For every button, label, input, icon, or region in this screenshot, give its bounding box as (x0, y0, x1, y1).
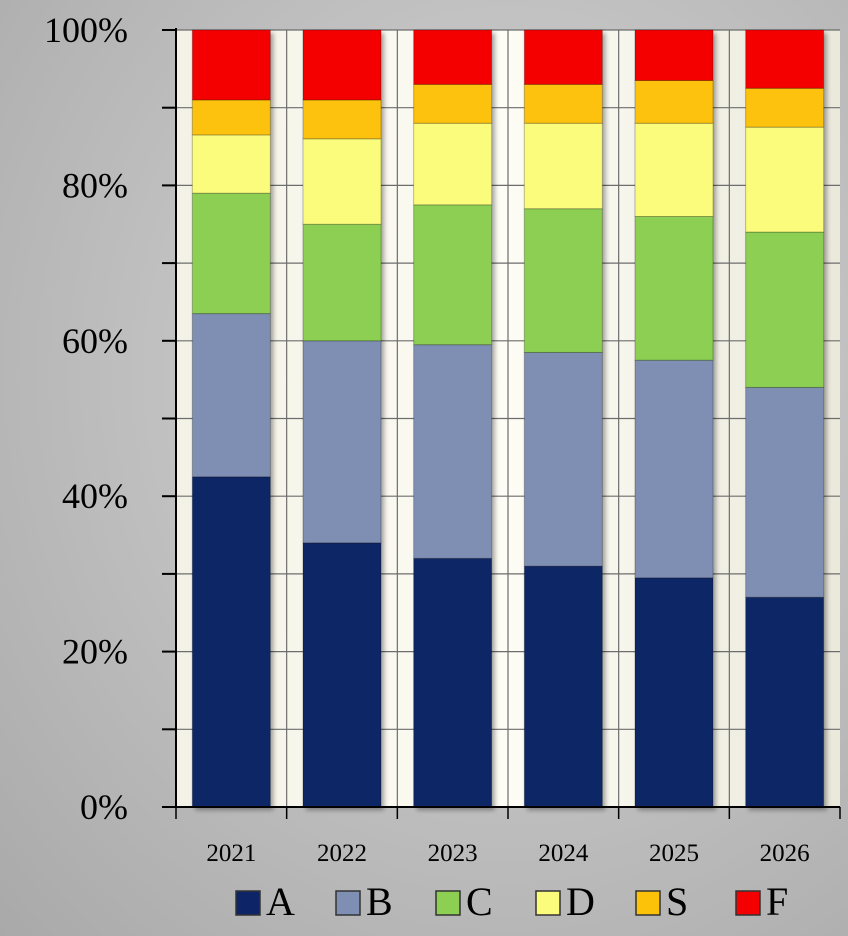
bar-segment-A-2025 (634, 577, 714, 808)
bar-segment-C-2025 (634, 215, 714, 361)
bar-segment-F-2022 (302, 29, 382, 101)
bar-segment-C-2026 (745, 231, 825, 388)
bar-segment-A-2026 (745, 596, 825, 808)
y-tick-label: 100% (44, 10, 128, 50)
bar-group-2023 (413, 29, 493, 808)
bars (191, 29, 825, 808)
bar-segment-D-2025 (634, 122, 714, 217)
bar-segment-S-2022 (302, 99, 382, 140)
x-tick-label: 2022 (317, 840, 367, 867)
bar-segment-C-2022 (302, 223, 382, 342)
legend-item-D: D (535, 879, 595, 924)
bar-segment-A-2021 (191, 476, 271, 808)
bar-group-2024 (523, 29, 603, 808)
legend-label: A (266, 879, 295, 924)
y-tick-label: 40% (62, 476, 128, 516)
bar-group-2022 (302, 29, 382, 808)
x-tick-label: 2021 (206, 840, 256, 867)
x-tick-label: 2025 (649, 840, 699, 867)
x-tick-label: 2023 (428, 840, 478, 867)
legend-item-S: S (635, 879, 688, 924)
bar-segment-D-2023 (413, 122, 493, 206)
bar-group-2025 (634, 29, 714, 808)
bar-segment-S-2023 (413, 83, 493, 124)
bar-segment-C-2021 (191, 192, 271, 315)
bar-segment-F-2024 (523, 29, 603, 85)
legend-item-C: C (435, 879, 493, 924)
bar-segment-F-2026 (745, 29, 825, 89)
bar-segment-D-2021 (191, 134, 271, 194)
legend-swatch (635, 890, 661, 916)
legend-swatch (535, 890, 561, 916)
x-tick-label: 2024 (538, 840, 589, 867)
bar-segment-F-2025 (634, 29, 714, 82)
bar-segment-F-2021 (191, 29, 271, 101)
bar-segment-D-2026 (745, 126, 825, 233)
bar-segment-B-2024 (523, 351, 603, 567)
gridlines (176, 29, 840, 807)
bar-segment-B-2025 (634, 359, 714, 579)
bar-segment-C-2023 (413, 204, 493, 346)
y-tick-label: 80% (62, 165, 128, 205)
legend-label: S (666, 879, 688, 924)
bar-segment-F-2023 (413, 29, 493, 85)
y-tick-label: 0% (80, 787, 128, 827)
bar-segment-B-2021 (191, 313, 271, 478)
legend-label: F (766, 879, 788, 924)
bar-group-2021 (191, 29, 271, 808)
bar-segment-D-2022 (302, 138, 382, 225)
y-tick-label: 20% (62, 632, 128, 672)
legend-item-B: B (335, 879, 393, 924)
legend-swatch (235, 890, 261, 916)
legend-swatch (735, 890, 761, 916)
bar-segment-A-2023 (413, 557, 493, 808)
y-axis-ticks: 0% 20% 40% 60% 80% 100% (44, 10, 128, 827)
bar-segment-S-2025 (634, 80, 714, 124)
y-tick-label: 60% (62, 321, 128, 361)
bar-segment-B-2023 (413, 344, 493, 559)
bar-segment-D-2024 (523, 122, 603, 210)
legend-swatch (435, 890, 461, 916)
bar-segment-A-2022 (302, 542, 382, 808)
x-axis-ticks: 2021 2022 2023 2024 2025 2026 (206, 840, 809, 867)
bar-group-2026 (745, 29, 825, 808)
legend-label: C (466, 879, 493, 924)
x-tick-label: 2026 (760, 840, 810, 867)
bar-segment-C-2024 (523, 208, 603, 353)
bar-segment-B-2026 (745, 386, 825, 598)
legend-label: D (566, 879, 595, 924)
legend-item-F: F (735, 879, 788, 924)
bar-segment-A-2024 (523, 565, 603, 808)
legend-swatch (335, 890, 361, 916)
legend-item-A: A (235, 879, 295, 924)
bar-segment-S-2021 (191, 99, 271, 136)
bar-segment-S-2026 (745, 87, 825, 128)
bar-segment-B-2022 (302, 340, 382, 544)
bar-segment-S-2024 (523, 83, 603, 124)
axes (162, 28, 841, 819)
legend-label: B (366, 879, 393, 924)
